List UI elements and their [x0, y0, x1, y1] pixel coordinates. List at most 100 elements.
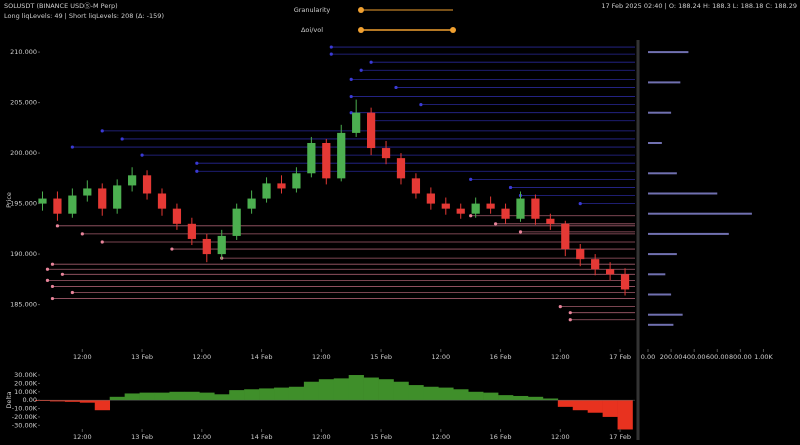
short-liq-level-dot: [195, 169, 199, 173]
x-tick-label: 12:00: [312, 353, 331, 361]
x-tick-label: 1.00K: [754, 353, 773, 361]
delta-bar: [378, 379, 394, 401]
x-tick-label: 14 Feb: [251, 433, 273, 441]
candle-body: [367, 112, 376, 149]
short-liq-level-dot: [100, 129, 104, 133]
x-tick-label: 12:00: [551, 353, 570, 361]
long-liq-level-dot: [45, 267, 50, 271]
candle-body: [516, 198, 525, 219]
short-liq-level-dot: [469, 177, 473, 181]
candle-body: [471, 203, 480, 214]
short-liq-level-dot: [329, 52, 333, 56]
delta-bar: [154, 392, 170, 401]
delta-bar: [393, 381, 409, 401]
long-liq-level-dot: [170, 247, 174, 251]
delta-bar: [587, 400, 603, 413]
delta-bar: [303, 381, 320, 401]
x-tick-label: 12:00: [312, 433, 331, 441]
delta-bar: [542, 398, 559, 401]
x-tick-label: 14 Feb: [251, 353, 273, 361]
short-liq-level-dot: [349, 94, 353, 99]
delta-bar: [527, 396, 544, 401]
short-liq-level-dot: [359, 68, 363, 72]
delta-bar: [214, 394, 230, 401]
candle-body: [546, 218, 555, 224]
candle-body: [486, 203, 495, 209]
delta-bar: [318, 379, 335, 401]
candle-body: [352, 112, 361, 133]
delta-bar: [109, 396, 125, 401]
candle-body: [187, 223, 196, 239]
y-tick-label: 30.00K: [14, 371, 38, 379]
x-tick-label: 17 Feb: [609, 353, 631, 361]
long-liq-level-dot: [50, 262, 55, 266]
candle-body: [262, 183, 271, 199]
y-tick-label: -20.00K: [12, 413, 38, 421]
short-liq-level-dot: [140, 153, 144, 157]
x-tick-label: 800.00: [729, 353, 752, 361]
delta-bar: [617, 400, 633, 430]
delta-bar: [139, 392, 155, 401]
candle-body: [396, 158, 406, 179]
x-tick-label: 12:00: [431, 353, 450, 361]
x-tick-label: 15 Feb: [370, 433, 392, 441]
long-liq-level-dot: [100, 240, 104, 244]
candle-body: [172, 208, 182, 224]
profile-bar: [648, 273, 666, 276]
candle-body: [441, 203, 450, 209]
delta-bar: [423, 386, 439, 401]
candle-body: [307, 143, 316, 174]
x-tick-label: 400.00: [683, 353, 706, 361]
short-liq-level-dot: [419, 103, 423, 107]
y-tick-label: 185.000: [10, 301, 37, 309]
candle-body: [501, 208, 510, 219]
y-tick-label: 205.000: [10, 99, 37, 107]
x-tick-label: 12:00: [192, 433, 211, 441]
profile-bar: [648, 212, 752, 215]
delta-bar: [244, 389, 260, 401]
profile-bar: [648, 192, 718, 195]
y-axis-title: Price: [5, 192, 13, 208]
candle-body: [456, 208, 465, 214]
candle-body: [247, 198, 256, 209]
y-axis-title: Delta: [5, 391, 13, 408]
slider-knob[interactable]: [358, 7, 364, 13]
profile-bar: [648, 323, 674, 326]
delta-bar: [274, 387, 290, 401]
candle-body: [322, 143, 331, 179]
short-liq-level-dot: [195, 161, 199, 165]
candle-body: [561, 223, 570, 250]
y-tick-label: 10.00K: [14, 388, 38, 396]
candle-body: [68, 195, 77, 214]
candle-body: [337, 132, 346, 179]
short-liq-level-dot: [120, 137, 124, 141]
profile-bar: [648, 51, 689, 54]
candle-body: [217, 235, 226, 255]
doi-vol-label: Δoi/vol: [301, 26, 323, 34]
slider-knob[interactable]: [450, 27, 456, 33]
x-tick-label: 12:00: [551, 433, 570, 441]
x-tick-label: 0.00: [641, 353, 655, 361]
candle-body: [292, 173, 301, 189]
long-liq-level-dot: [45, 278, 50, 282]
slider-knob[interactable]: [358, 27, 364, 33]
candle-body: [531, 198, 540, 219]
x-tick-label: 200.00: [660, 353, 683, 361]
y-tick-label: -30.00K: [12, 421, 38, 429]
delta-bar: [602, 400, 618, 417]
profile-bar: [648, 142, 662, 144]
long-liq-level-dot: [518, 230, 523, 234]
profile-bar: [648, 232, 729, 235]
delta-bar: [333, 378, 350, 401]
y-tick-label: 195.000: [10, 200, 37, 208]
short-liq-level-dot: [349, 77, 353, 81]
long-liq-level-dot: [60, 272, 65, 276]
delta-bar: [468, 391, 484, 401]
long-liq-level-dot: [50, 284, 55, 289]
y-tick-label: 190.000: [10, 250, 37, 258]
granularity-slider[interactable]: [358, 7, 453, 13]
delta-bar: [79, 400, 96, 403]
candle-body: [426, 193, 435, 204]
doi-vol-slider[interactable]: [358, 27, 456, 33]
